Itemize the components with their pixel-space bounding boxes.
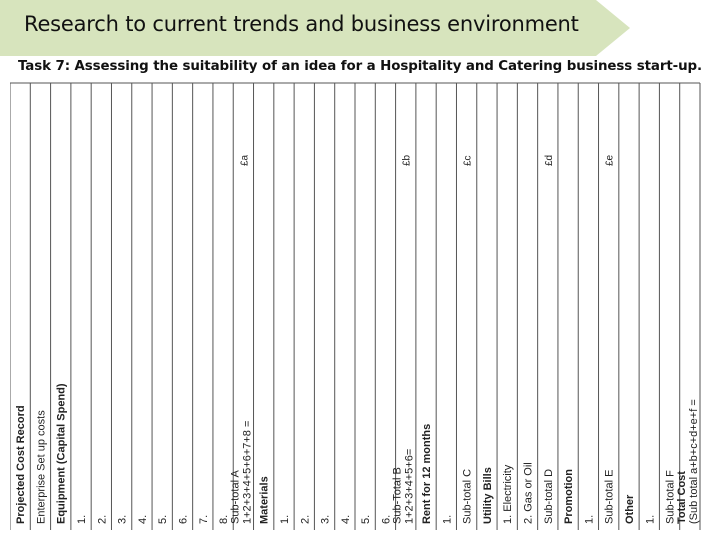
record-column[interactable]: 2.	[299, 515, 311, 524]
record-column[interactable]: 6.	[178, 515, 190, 524]
record-column[interactable]: 5.	[360, 515, 372, 524]
record-column[interactable]: 3.	[320, 515, 332, 524]
record-column[interactable]: Projected Cost Record	[15, 405, 27, 524]
column-label: 3.	[117, 515, 129, 524]
column-label: Enterprise Set up costs	[35, 410, 47, 524]
record-column[interactable]: 3.	[117, 515, 129, 524]
record-column[interactable]: 5.	[157, 515, 169, 524]
record-column[interactable]: Utility Bills	[482, 467, 494, 524]
record-column[interactable]: 4.	[137, 515, 149, 524]
subtotal-cost-marker: £a	[239, 154, 250, 166]
column-label: 8.	[218, 515, 230, 524]
column-label: 1.	[441, 515, 453, 524]
column-label: 7.	[198, 515, 210, 524]
subtotal-cost-marker: £b	[402, 154, 413, 166]
record-column[interactable]: 1.	[441, 515, 453, 524]
record-column[interactable]: 2.	[96, 515, 108, 524]
column-label: 1.	[279, 515, 291, 524]
column-label: 1.	[583, 515, 595, 524]
column-label: Utility Bills	[482, 467, 494, 524]
cost-record-grid: Projected Cost Record Enterprise Set up c…	[10, 82, 701, 530]
record-column[interactable]: Promotion	[563, 469, 575, 524]
column-label: Sub-total D	[543, 469, 555, 524]
column-label: Projected Cost Record	[15, 405, 27, 524]
subtotal-cost-marker: £c	[463, 155, 474, 166]
column-label: Sub-total C	[462, 469, 474, 524]
column-label: 5.	[157, 515, 169, 524]
record-column[interactable]: Sub-total A 1+2+3+4+5+6+7+8 = £a	[229, 154, 253, 524]
column-label: 5.	[360, 515, 372, 524]
record-column[interactable]: Sub-total E £e	[604, 154, 616, 524]
projected-cost-table: Projected Cost Record Enterprise Set up c…	[10, 82, 702, 530]
column-formula: (Sub total a+b+c+d+e+f =	[688, 399, 700, 524]
column-label: Materials	[259, 476, 271, 524]
column-label: 6.	[380, 515, 392, 524]
record-column[interactable]: 1. Electricity	[502, 464, 514, 524]
record-column[interactable]: Enterprise Set up costs	[35, 410, 47, 524]
record-column[interactable]: Equipment (Capital Spend)	[56, 383, 68, 524]
record-column[interactable]: 1.	[76, 515, 88, 524]
column-label: Other	[624, 494, 636, 524]
column-label: 4.	[137, 515, 149, 524]
record-column[interactable]: 2. Gas or Oil	[523, 462, 535, 524]
column-label: Sub-Total B	[392, 467, 404, 524]
record-column[interactable]: 1.	[279, 515, 291, 524]
record-column[interactable]: 1.	[644, 515, 656, 524]
column-label: 1.	[76, 515, 88, 524]
banner-arrow-shape	[0, 0, 630, 56]
header-banner: Research to current trends and business …	[0, 0, 632, 56]
record-column[interactable]: Sub-total D £d	[543, 155, 555, 524]
column-label: Promotion	[563, 469, 575, 524]
column-label: Equipment (Capital Spend)	[56, 383, 68, 524]
record-column[interactable]: 6.	[380, 515, 392, 524]
column-label: 2.	[96, 515, 108, 524]
column-label: 2.	[299, 515, 311, 524]
record-column[interactable]: Other	[624, 494, 636, 524]
column-label: 2. Gas or Oil	[523, 462, 535, 524]
page-title: Research to current trends and business …	[24, 12, 579, 36]
column-label: 1. Electricity	[502, 464, 514, 524]
column-label: Rent for 12 months	[421, 424, 433, 524]
column-label: Sub-total F	[665, 470, 677, 524]
column-label: Sub-total E	[604, 470, 616, 524]
record-column[interactable]: 1.	[583, 515, 595, 524]
column-formula: 1+2+3+4+5+6+7+8 =	[241, 421, 253, 524]
column-label: Total Cost	[676, 471, 688, 524]
column-formula: 1+2+3+4+5+6=	[404, 449, 416, 524]
column-label: 4.	[340, 515, 352, 524]
record-column[interactable]: Materials	[259, 476, 271, 524]
record-column[interactable]: Sub-total F	[665, 470, 677, 524]
record-column[interactable]: Sub-total C £c	[462, 155, 474, 524]
task-subtitle: Task 7: Assessing the suitability of an …	[18, 59, 702, 74]
record-column[interactable]: 4.	[340, 515, 352, 524]
record-column[interactable]: Sub-Total B 1+2+3+4+5+6= £b	[392, 154, 416, 524]
record-column[interactable]: 8.	[218, 515, 230, 524]
record-column[interactable]: Rent for 12 months	[421, 424, 433, 524]
column-label: Sub-total A	[229, 470, 241, 524]
column-label: 3.	[320, 515, 332, 524]
record-column[interactable]: 7.	[198, 515, 210, 524]
record-column[interactable]: Total Cost (Sub total a+b+c+d+e+f =	[676, 399, 700, 524]
subtotal-cost-marker: £e	[605, 154, 616, 166]
column-label: 6.	[178, 515, 190, 524]
subtotal-cost-marker: £d	[544, 155, 555, 166]
column-label: 1.	[644, 515, 656, 524]
